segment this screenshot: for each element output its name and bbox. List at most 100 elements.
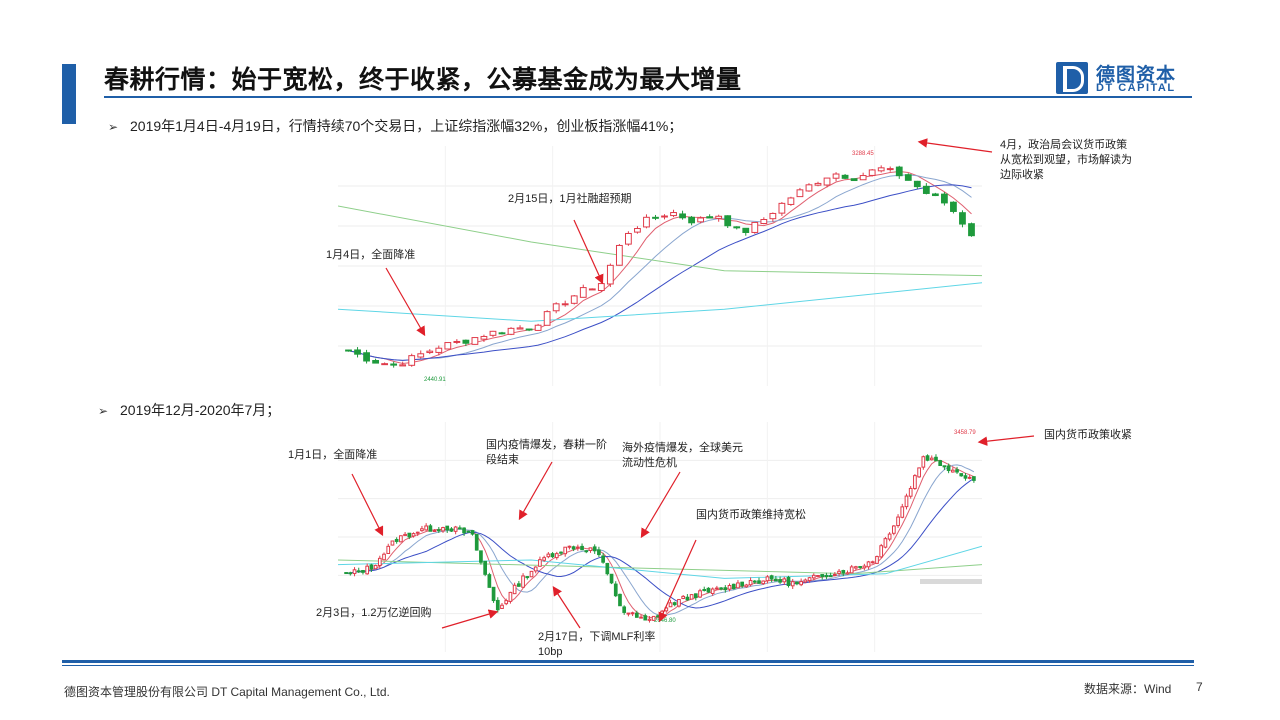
candle-up — [849, 566, 854, 574]
candle-up — [787, 197, 795, 205]
candle-down — [483, 560, 487, 575]
candle-down — [769, 575, 774, 580]
candle-up — [921, 456, 926, 468]
chart1-svg: 3288.45 2440.91 — [338, 146, 982, 386]
annotation-c1-rrr-cut: 1月4日，全面降准 — [326, 249, 416, 261]
candle-up — [803, 579, 808, 583]
candle-down — [895, 166, 903, 177]
bullet-2-text: 2019年12月-2020年7月； — [120, 402, 281, 418]
candle-down — [407, 532, 412, 538]
candle-up — [908, 487, 913, 497]
candle-up — [563, 546, 568, 555]
candle-down — [828, 575, 833, 578]
candle-down — [601, 555, 605, 563]
candle-up — [845, 572, 850, 575]
candle-down — [613, 583, 618, 597]
candle-up — [689, 594, 694, 600]
candle-up — [567, 545, 572, 548]
candle-up — [415, 531, 420, 534]
annotation-c2-rrr-cut: 1月1日，全面降准 — [288, 449, 378, 461]
candle-down — [955, 469, 959, 473]
candle-down — [841, 174, 849, 179]
candle-down — [685, 596, 690, 601]
annotation-c2-policy-tight: 国内货币政策收紧 — [1044, 429, 1132, 441]
candle-down — [950, 201, 957, 212]
candle-up — [647, 618, 652, 621]
candle-up — [967, 476, 972, 479]
candle-down — [597, 549, 601, 556]
candle-down — [841, 570, 846, 574]
candle-down — [774, 578, 778, 582]
candle-up — [760, 219, 768, 225]
candle-down — [733, 226, 741, 229]
candle-down — [786, 576, 791, 587]
candle-down — [345, 349, 352, 352]
title-accent-bar — [62, 64, 76, 124]
candle-up — [805, 184, 813, 192]
candle-down — [858, 566, 862, 569]
ma5-line — [348, 170, 972, 365]
candle-down — [354, 349, 361, 355]
candle-up — [744, 584, 749, 588]
candle-up — [381, 363, 389, 366]
candle-up — [660, 610, 664, 618]
high-price-label: 3288.45 — [852, 151, 874, 157]
candle-down — [517, 583, 521, 587]
candle-up — [543, 311, 551, 326]
candle-up — [489, 330, 497, 336]
candle-down — [643, 615, 648, 621]
candle-up — [859, 175, 867, 181]
candle-down — [498, 332, 506, 335]
candle-up — [782, 578, 787, 583]
candle-down — [559, 551, 563, 554]
candle-up — [837, 570, 841, 574]
annotation-c1-politburo: 4月，政治局会议货币政策从宽松到观望，市场解读为边际收紧 — [1000, 139, 1132, 181]
candle-down — [959, 473, 964, 477]
candle-up — [529, 570, 534, 578]
candle-down — [941, 193, 948, 204]
candle-up — [570, 295, 578, 304]
candle-down — [592, 546, 597, 552]
candle-down — [605, 562, 610, 575]
footer-company: 德图资本管理股份有限公司 DT Capital Management Co., … — [64, 685, 390, 699]
candle-up — [854, 566, 858, 569]
candle-up — [765, 576, 770, 582]
candle-down — [580, 545, 584, 551]
candle-down — [972, 476, 976, 481]
candle-down — [550, 553, 555, 558]
footer-source: 数据来源：Wind — [1084, 682, 1172, 696]
title-divider — [104, 96, 1192, 98]
candle-down — [679, 213, 686, 219]
candle-up — [626, 612, 631, 615]
candle-down — [462, 339, 470, 344]
candle-up — [399, 535, 403, 543]
annotation-c2-mlf-cut: 2月17日，下调MLF利率10bp — [538, 631, 656, 658]
candle-up — [751, 221, 759, 233]
candle-up — [512, 584, 517, 595]
candle-up — [868, 169, 876, 176]
candle-up — [561, 303, 569, 306]
candle-down — [938, 460, 943, 466]
candle-down — [361, 570, 365, 573]
candle-down — [719, 587, 723, 590]
candle-up — [382, 553, 386, 561]
candle-up — [796, 189, 804, 198]
candle-up — [651, 615, 656, 621]
candle-down — [963, 475, 968, 479]
ma60-line — [338, 545, 982, 579]
footer-divider-thick — [62, 660, 1194, 663]
candle-up — [870, 561, 875, 564]
candle-up — [390, 540, 395, 546]
candle-up — [432, 530, 437, 533]
footer-divider-thin — [62, 665, 1194, 666]
chart2-svg: 3458.79 2646.80 — [338, 422, 982, 652]
candlestick-chart-2019: 3288.45 2440.91 — [338, 146, 982, 386]
bullet-2: ➢ 2019年12月-2020年7月； — [98, 400, 280, 420]
candle-up — [441, 527, 445, 532]
candle-down — [462, 527, 466, 534]
candle-up — [886, 168, 894, 171]
bullet-1-text: 2019年1月4日-4月19日，行情持续70个交易日，上证综指涨幅32%，创业板… — [130, 118, 683, 134]
candle-down — [436, 529, 441, 532]
candle-down — [622, 606, 627, 613]
candle-down — [904, 174, 912, 181]
